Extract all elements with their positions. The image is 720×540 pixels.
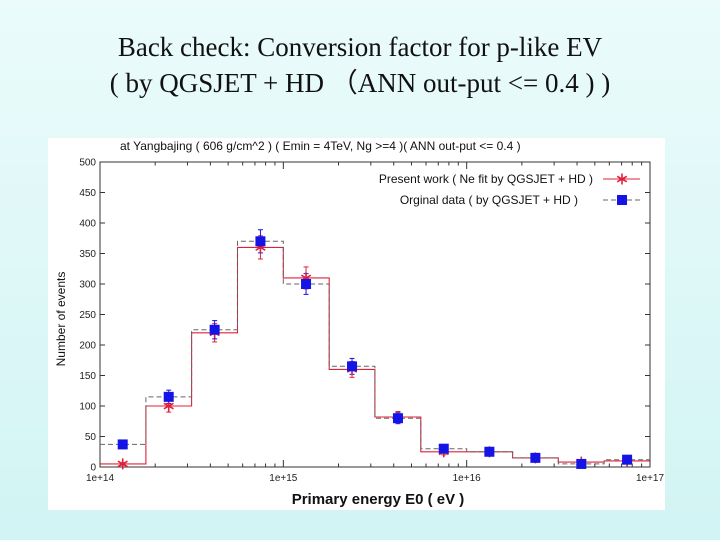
- y-tick-label: 0: [90, 463, 96, 474]
- original-data-point: [438, 443, 449, 454]
- x-tick-label: 1e+17: [636, 473, 665, 484]
- original-data-point: [209, 324, 220, 335]
- present-work-histogram-line: [100, 246, 650, 465]
- legend-label-present-work: Present work ( Ne fit by QGSJET + HD ): [379, 172, 593, 186]
- legend-symbol-original-data: [617, 195, 627, 205]
- original-data-point: [576, 458, 587, 469]
- energy-spectrum-chart: at Yangbajing ( 606 g/cm^2 ) ( Emin = 4T…: [54, 139, 665, 508]
- y-tick-label: 100: [79, 402, 96, 413]
- original-data-histogram-line: [100, 240, 650, 465]
- y-tick-label: 200: [79, 341, 96, 352]
- plot-frame: [99, 161, 651, 468]
- original-data-point: [530, 452, 541, 463]
- original-data-point: [301, 279, 312, 289]
- chart-panel: at Yangbajing ( 606 g/cm^2 ) ( Emin = 4T…: [48, 138, 665, 510]
- legend-symbol-present-work: [616, 173, 628, 185]
- y-tick-label: 400: [79, 219, 96, 230]
- present-work-point: [163, 400, 174, 412]
- y-tick-label: 50: [85, 432, 97, 443]
- present-work-point: [117, 458, 128, 470]
- legend-label-original-data: Orginal data ( by QGSJET + HD ): [400, 193, 578, 207]
- original-data-point: [622, 454, 633, 465]
- y-tick-label: 350: [79, 249, 96, 260]
- x-tick-label: 1e+14: [86, 473, 115, 484]
- original-data-point: [255, 236, 266, 247]
- x-axis-label: Primary energy E0 ( eV ): [292, 491, 465, 508]
- x-tick-label: 1e+16: [453, 473, 482, 484]
- y-axis-label: Number of events: [54, 272, 68, 367]
- original-data-point: [347, 361, 358, 372]
- original-data-point: [117, 439, 128, 450]
- x-tick-label: 1e+15: [269, 473, 298, 484]
- y-tick-label: 300: [79, 280, 96, 291]
- original-data-point: [484, 446, 495, 457]
- y-tick-label: 250: [79, 310, 96, 321]
- y-tick-label: 150: [79, 371, 96, 382]
- slide-title-line-2: ( by QGSJET + HD （ANN out-put <= 0.4 ) ): [109, 68, 611, 98]
- y-tick-label: 500: [79, 158, 96, 169]
- slide-title-line-1: Back check: Conversion factor for p-like…: [117, 32, 603, 62]
- original-data-point: [392, 413, 403, 424]
- original-data-point: [163, 391, 174, 402]
- y-tick-label: 450: [79, 188, 96, 199]
- chart-title: at Yangbajing ( 606 g/cm^2 ) ( Emin = 4T…: [120, 139, 521, 153]
